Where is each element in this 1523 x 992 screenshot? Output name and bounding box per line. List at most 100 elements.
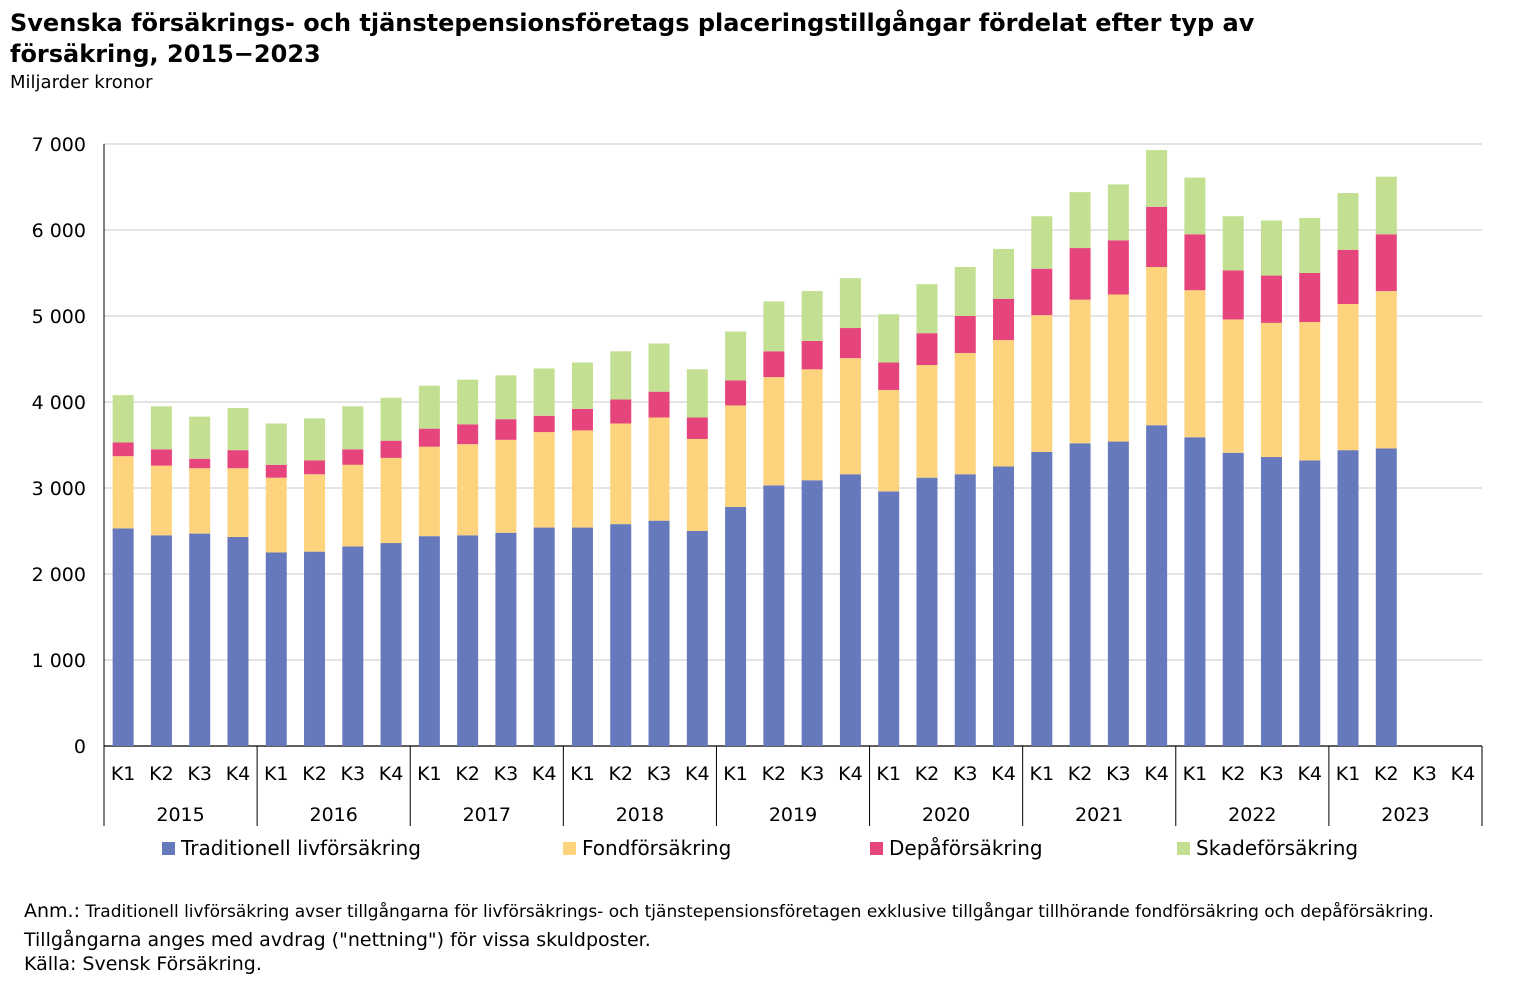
bar-segment-traditionell [1146,425,1168,746]
bar-segment-skade [1146,150,1168,207]
bar-segment-traditionell [763,485,785,746]
x-year-label: 2017 [463,804,511,826]
x-quarter-label: K4 [1297,763,1322,785]
legend-item-skade: Skadeförsäkring [1177,836,1358,860]
x-quarter-label: K2 [1374,763,1399,785]
x-quarter-label: K1 [1336,763,1361,785]
bar-segment-fond [265,477,287,553]
bar-segment-fond [839,358,861,475]
bar-segment-skade [1107,184,1129,241]
bar-segment-skade [610,351,632,400]
bar-segment-depa [763,351,785,378]
bar-segment-depa [304,460,326,475]
bar-segment-skade [916,284,938,334]
footnote-text-2: Tillgångarna anges med avdrag ("nettning… [24,929,651,951]
source-note: Källa: Svensk Försäkring. [24,953,262,975]
stacked-bar-chart: 0 1 000 2 000 3 000 4 000 5 000 6 000 7 000 K1 K2… [32,134,1483,826]
bar-segment-fond [380,457,402,544]
bar-segment-fond [457,444,479,536]
bar-segment-traditionell [150,535,172,746]
y-tick-label: 3 000 [32,478,86,500]
x-quarter-label: K2 [608,763,633,785]
x-quarter-label: K2 [302,763,327,785]
bar-segment-fond [954,352,976,475]
legend-label: Depåförsäkring [889,836,1043,860]
bar-segment-depa [839,328,861,359]
x-quarter-label: K4 [1144,763,1169,785]
bar-segment-skade [342,406,364,450]
bar-segment-fond [304,474,326,552]
x-quarter-label: K2 [762,763,787,785]
bar-segment-traditionell [993,466,1015,746]
bar-segment-fond [1260,322,1282,458]
x-quarter-label: K3 [800,763,825,785]
bar-segment-depa [878,362,900,390]
legend-swatch [1177,841,1190,855]
x-quarter-label: K4 [685,763,710,785]
bar-segment-skade [112,395,134,443]
bar-segment-skade [495,375,517,420]
bar-segment-fond [878,389,900,492]
bar-segment-fond [342,464,364,547]
x-quarter-label: K2 [915,763,940,785]
bar-segment-depa [1069,248,1091,300]
bar-segment-skade [189,416,211,459]
bar-segment-skade [763,301,785,352]
y-tick-label: 6 000 [32,220,86,242]
bar-segment-skade [571,362,593,409]
bar-segment-depa [1222,270,1244,320]
bar-segment-depa [342,449,364,465]
x-quarter-label: K2 [149,763,174,785]
bar-segment-depa [189,458,211,469]
bar-segment-skade [725,331,747,381]
chart-subtitle: Miljarder kronor [10,72,153,93]
x-quarter-label: K3 [341,763,366,785]
x-year-label: 2021 [1075,804,1123,826]
bar-segment-fond [227,468,249,538]
bar-segment-depa [686,417,708,439]
bar-segment-traditionell [954,474,976,746]
y-tick-label: 7 000 [32,134,86,156]
y-tick-label: 4 000 [32,392,86,414]
y-tick-label: 5 000 [32,306,86,328]
bar-segment-skade [227,408,249,451]
bar-segment-fond [112,456,134,529]
bar-segment-skade [150,406,172,450]
bar-segment-traditionell [380,543,402,746]
bar-segment-traditionell [418,536,440,746]
x-quarter-label: K3 [1259,763,1284,785]
bar-segment-skade [1222,216,1244,271]
legend-swatch [563,841,576,855]
bar-segment-depa [1146,206,1168,267]
bar-segment-depa [993,298,1015,341]
bar-segment-skade [878,314,900,363]
x-quarter-label: K2 [1221,763,1246,785]
bar-segment-skade [1031,216,1053,269]
bar-segment-traditionell [571,527,593,746]
bar-segment-traditionell [227,537,249,746]
legend-label: Fondförsäkring [582,836,732,860]
footnote-label: Anm.: [24,900,80,922]
bar-segment-depa [916,333,938,366]
legend: Traditionell livförsäkring Fondförsäkrin… [0,836,1523,862]
bar-segment-traditionell [1375,448,1397,746]
bar-segment-depa [1260,275,1282,323]
bar-segment-traditionell [839,474,861,746]
x-quarter-label: K2 [1068,763,1093,785]
legend-item-fond: Fondförsäkring [563,836,731,860]
bar-segment-skade [533,368,555,416]
bar-segment-traditionell [1184,437,1206,746]
bar-segment-fond [686,438,708,531]
bar-segment-depa [457,424,479,445]
bar-segment-traditionell [916,477,938,746]
bar-segment-depa [801,340,823,370]
x-quarter-label: K3 [187,763,212,785]
bar-segment-fond [1375,291,1397,449]
x-quarter-label: K1 [417,763,442,785]
bar-segment-traditionell [1031,451,1053,746]
bar-segment-depa [648,391,670,418]
bar-segment-depa [571,408,593,431]
bar-segment-skade [418,385,440,429]
bar-segment-fond [533,432,555,528]
bar-segment-depa [227,450,249,469]
